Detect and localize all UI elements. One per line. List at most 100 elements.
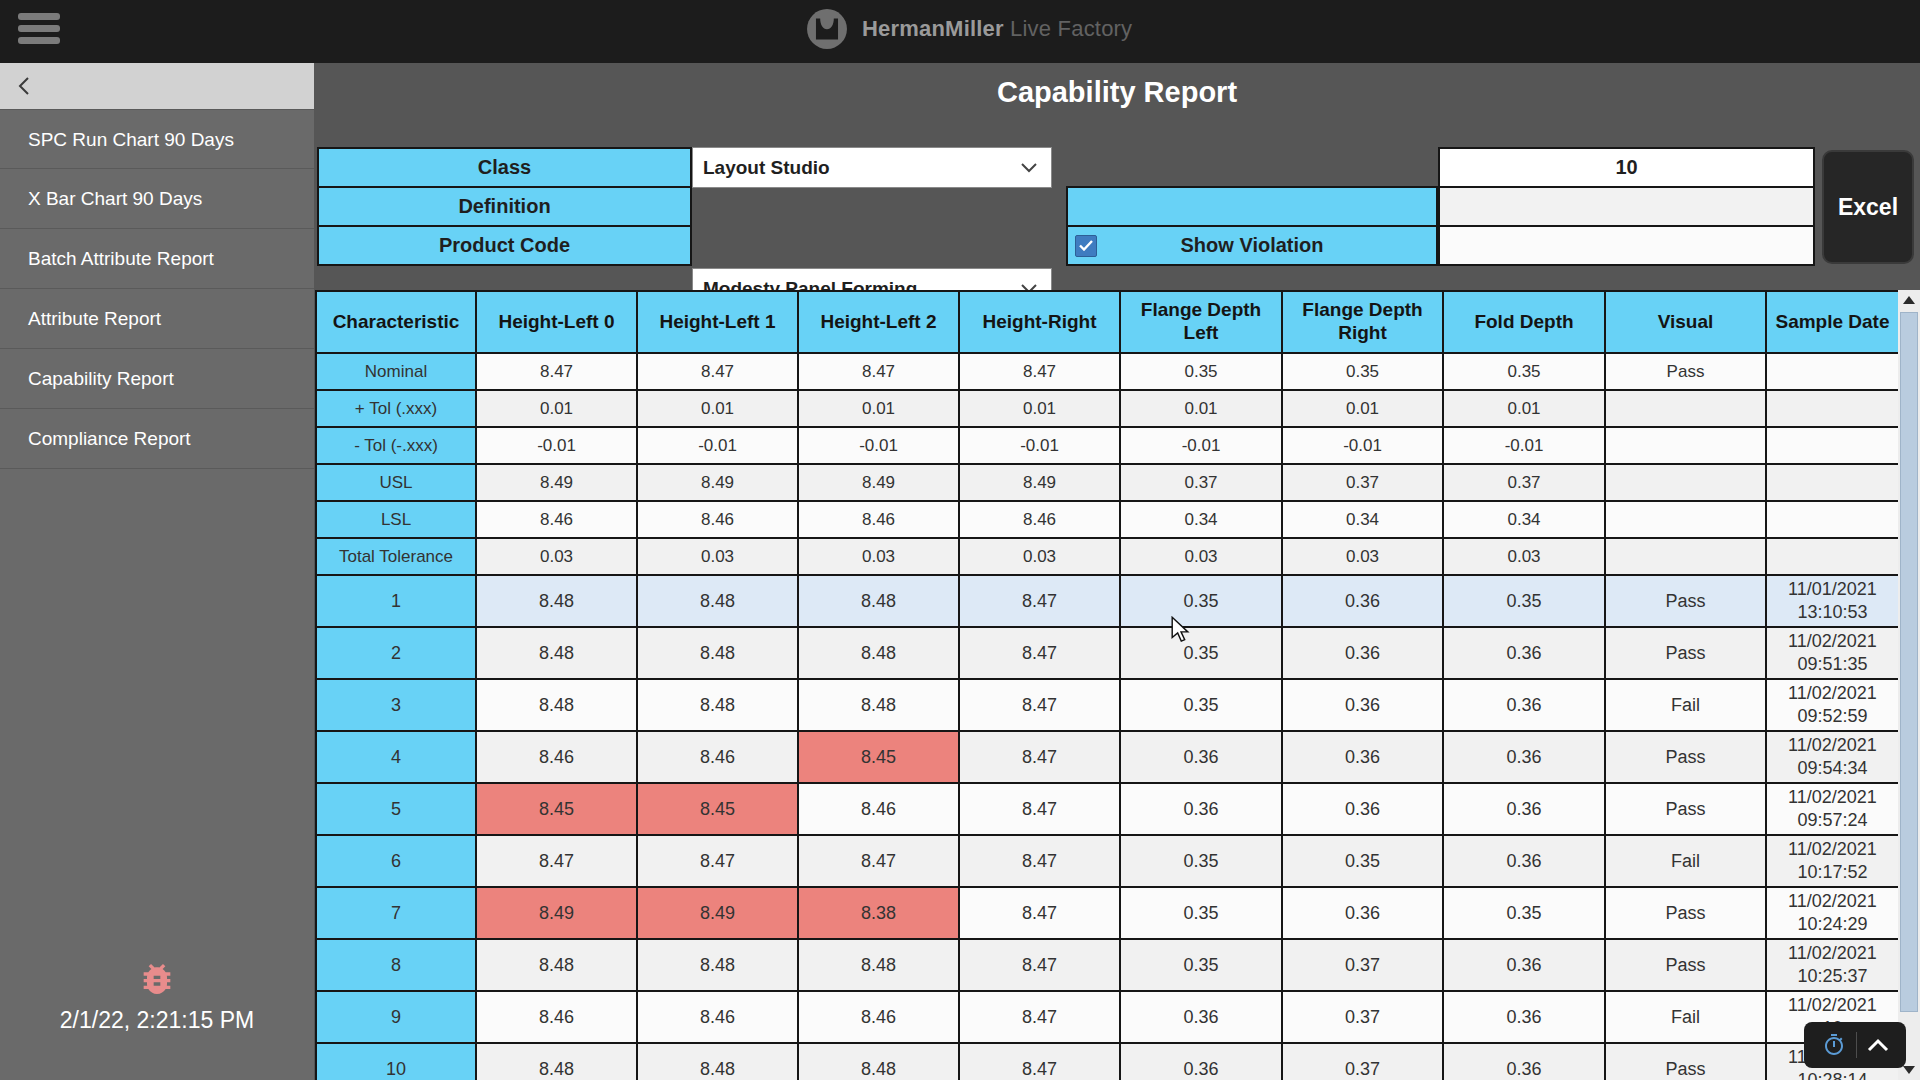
sample-number-cell: 9 (316, 991, 476, 1043)
measurement-cell: 8.47 (959, 991, 1120, 1043)
measurement-cell: 8.48 (798, 1043, 959, 1080)
sample-row[interactable]: 108.488.488.488.470.360.370.36Pass11/02/… (316, 1043, 1899, 1080)
measurement-cell: 8.48 (637, 679, 798, 731)
brand-name: HermanMiller (862, 16, 1004, 41)
measurement-cell: 8.46 (798, 991, 959, 1043)
sidebar-item-capability-report[interactable]: Capability Report (0, 349, 314, 409)
measurement-cell: 8.45 (476, 783, 637, 835)
table-header-row: CharacteristicHeight-Left 0Height-Left 1… (316, 291, 1899, 353)
sample-date-cell (1766, 501, 1899, 538)
show-violation-checkbox[interactable] (1075, 235, 1097, 257)
measurement-cell: 8.48 (798, 575, 959, 627)
samples-count-input[interactable]: 10 (1438, 147, 1815, 188)
spec-value-cell: -0.01 (1282, 427, 1443, 464)
sample-row[interactable]: 98.468.468.468.470.360.370.36Fail11/02/2… (316, 991, 1899, 1043)
sample-row[interactable]: 58.458.458.468.470.360.360.36Pass11/02/2… (316, 783, 1899, 835)
measurement-cell: 0.37 (1282, 1043, 1443, 1080)
hermanmiller-logo-icon (806, 8, 848, 50)
visual-cell: Fail (1605, 835, 1766, 887)
visual-cell: Fail (1605, 991, 1766, 1043)
visual-cell (1605, 538, 1766, 575)
measurement-cell: 0.36 (1443, 1043, 1605, 1080)
spec-value-cell: 8.49 (798, 464, 959, 501)
class-label: Class (317, 147, 692, 188)
spec-value-cell: 0.03 (798, 538, 959, 575)
spec-value-cell: -0.01 (476, 427, 637, 464)
sidebar-item-compliance-report[interactable]: Compliance Report (0, 409, 314, 469)
measurement-cell: 0.35 (1120, 887, 1282, 939)
measurement-cell: 0.37 (1282, 939, 1443, 991)
timer-button[interactable] (1822, 1033, 1846, 1057)
column-header: Height-Left 1 (637, 291, 798, 353)
spec-value-cell: 0.03 (1120, 538, 1282, 575)
spec-value-cell: 0.01 (798, 390, 959, 427)
spec-value-cell: 0.34 (1120, 501, 1282, 538)
sidebar-collapse-button[interactable] (0, 63, 314, 109)
spec-value-cell: 0.03 (476, 538, 637, 575)
spec-row-label: + Tol (.xxx) (316, 390, 476, 427)
scrollbar-thumb[interactable] (1900, 312, 1918, 1012)
spec-row-label: Nominal (316, 353, 476, 390)
visual-cell (1605, 427, 1766, 464)
spec-value-cell: 0.35 (1120, 353, 1282, 390)
sample-row[interactable]: 38.488.488.488.470.350.360.36Fail11/02/2… (316, 679, 1899, 731)
scroll-down-arrow-icon[interactable] (1903, 1066, 1915, 1074)
visual-cell: Fail (1605, 679, 1766, 731)
spec-value-cell: 0.01 (959, 390, 1120, 427)
sample-row[interactable]: 78.498.498.388.470.350.360.35Pass11/02/2… (316, 887, 1899, 939)
spec-row-label: Total Tolerance (316, 538, 476, 575)
measurement-cell: 0.36 (1120, 731, 1282, 783)
spec-value-cell: 8.49 (637, 464, 798, 501)
sample-row[interactable]: 18.488.488.488.470.350.360.35Pass11/01/2… (316, 575, 1899, 627)
visual-cell: Pass (1605, 731, 1766, 783)
class-select-value: Layout Studio (703, 157, 830, 179)
divider (1856, 1032, 1857, 1058)
column-header: Visual (1605, 291, 1766, 353)
collapse-up-button[interactable] (1867, 1038, 1889, 1052)
sample-row[interactable]: 88.488.488.488.470.350.370.36Pass11/02/2… (316, 939, 1899, 991)
column-header: Flange Depth Left (1120, 291, 1282, 353)
sample-date-cell (1766, 427, 1899, 464)
spec-value-cell: 0.01 (1282, 390, 1443, 427)
column-header: Characteristic (316, 291, 476, 353)
spec-value-cell: 8.49 (476, 464, 637, 501)
measurement-cell: 0.36 (1282, 627, 1443, 679)
sidebar-item-batch-attribute-report[interactable]: Batch Attribute Report (0, 229, 314, 289)
brand-subtitle: Live Factory (1010, 16, 1132, 41)
spec-value-cell: 0.34 (1282, 501, 1443, 538)
scroll-up-arrow-icon[interactable] (1903, 296, 1915, 304)
sample-date-cell: 11/02/202109:51:35 (1766, 627, 1899, 679)
spec-row: USL8.498.498.498.490.370.370.37 (316, 464, 1899, 501)
measurement-cell: 0.36 (1282, 731, 1443, 783)
measurement-cell: 0.35 (1282, 835, 1443, 887)
sample-row[interactable]: 48.468.468.458.470.360.360.36Pass11/02/2… (316, 731, 1899, 783)
sample-number-cell: 1 (316, 575, 476, 627)
measurement-cell: 8.48 (476, 679, 637, 731)
hamburger-menu-icon[interactable] (18, 13, 62, 51)
sample-date-cell (1766, 353, 1899, 390)
sample-date-cell: 11/01/202113:10:53 (1766, 575, 1899, 627)
excel-export-button[interactable]: Excel (1822, 150, 1914, 264)
sample-row[interactable]: 28.488.488.488.470.350.360.36Pass11/02/2… (316, 627, 1899, 679)
capability-report-table: CharacteristicHeight-Left 0Height-Left 1… (315, 290, 1899, 1080)
spec-value-cell: 0.35 (1443, 353, 1605, 390)
sample-row[interactable]: 68.478.478.478.470.350.350.36Fail11/02/2… (316, 835, 1899, 887)
sidebar-item-x-bar-chart-90-days[interactable]: X Bar Chart 90 Days (0, 169, 314, 229)
debug-indicator (0, 959, 314, 1003)
column-header: Flange Depth Right (1282, 291, 1443, 353)
measurement-cell: 8.48 (476, 939, 637, 991)
visual-cell: Pass (1605, 575, 1766, 627)
measurement-cell: 8.47 (798, 835, 959, 887)
vertical-scrollbar[interactable] (1898, 290, 1920, 1080)
sidebar-item-attribute-report[interactable]: Attribute Report (0, 289, 314, 349)
sample-date-cell: 11/02/202109:54:34 (1766, 731, 1899, 783)
spec-row: LSL8.468.468.468.460.340.340.34 (316, 501, 1899, 538)
measurement-cell: 8.47 (959, 1043, 1120, 1080)
spec-value-cell: 0.01 (637, 390, 798, 427)
bug-icon (137, 959, 177, 999)
sidebar-item-spc-run-chart-90-days[interactable]: SPC Run Chart 90 Days (0, 109, 314, 169)
sample-number-cell: 7 (316, 887, 476, 939)
class-select[interactable]: Layout Studio (692, 147, 1052, 188)
chevron-down-icon (1021, 163, 1037, 173)
sample-number-cell: 6 (316, 835, 476, 887)
